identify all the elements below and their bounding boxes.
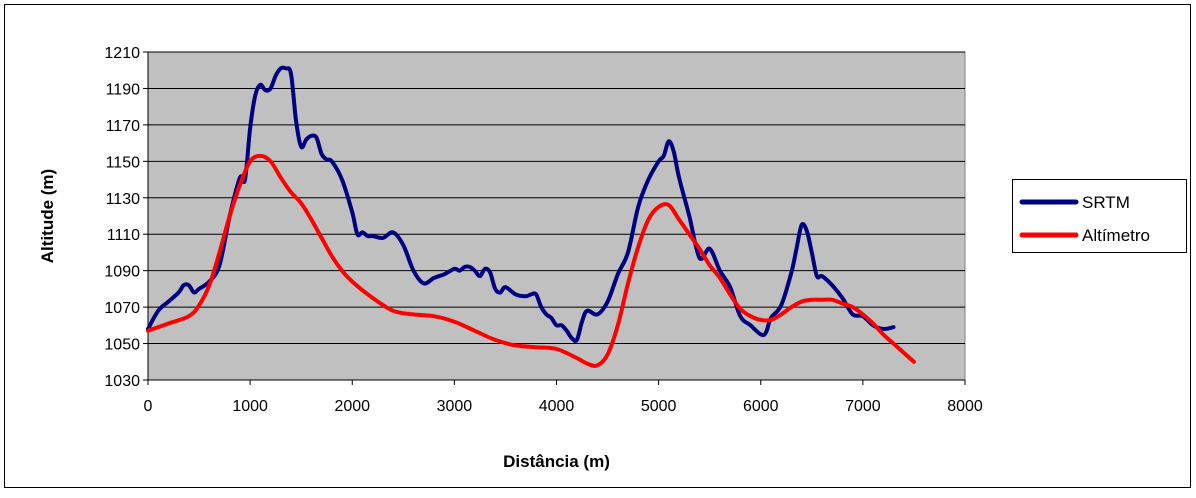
y-tick-label-1210: 1210 bbox=[104, 45, 140, 62]
y-tick-label-1130: 1130 bbox=[106, 191, 141, 208]
series-line-altimetro bbox=[146, 153, 916, 368]
y-axis-ticks: 1030 1050 1070 1090 1110 1130 1150 1170 1190 1210 bbox=[104, 45, 148, 390]
legend-label-altimetro: Altímetro bbox=[1082, 226, 1150, 245]
y-tick-label-1170: 1170 bbox=[106, 118, 141, 135]
y-tick-label-1190: 1190 bbox=[106, 81, 141, 98]
series-layer bbox=[146, 65, 916, 368]
plot-area bbox=[147, 51, 966, 381]
y-tick-label-1110: 1110 bbox=[107, 227, 140, 244]
x-axis-title: Distância (m) bbox=[503, 452, 610, 471]
x-tick-label-3000: 3000 bbox=[437, 398, 473, 415]
y-tick-label-1090: 1090 bbox=[104, 264, 140, 281]
x-tick-label-0: 0 bbox=[144, 398, 153, 415]
x-tick-label-4000: 4000 bbox=[539, 398, 575, 415]
series-line-srtm bbox=[146, 65, 896, 343]
x-tick-label-2000: 2000 bbox=[334, 398, 370, 415]
x-tick-label-7000: 7000 bbox=[845, 398, 881, 415]
legend-box bbox=[1012, 179, 1187, 253]
x-tick-label-6000: 6000 bbox=[743, 398, 779, 415]
y-tick-label-1030: 1030 bbox=[104, 373, 140, 390]
x-tick-label-1000: 1000 bbox=[232, 398, 268, 415]
y-tick-label-1050: 1050 bbox=[104, 337, 140, 354]
legend-label-srtm: SRTM bbox=[1082, 193, 1130, 212]
gridlines bbox=[148, 51, 965, 345]
legend: SRTM Altímetro bbox=[1012, 179, 1187, 253]
y-tick-label-1150: 1150 bbox=[106, 154, 141, 171]
x-axis-ticks: 0 1000 2000 3000 4000 5000 6000 7000 8000 bbox=[144, 380, 983, 415]
x-tick-label-8000: 8000 bbox=[947, 398, 983, 415]
y-tick-label-1070: 1070 bbox=[104, 300, 140, 317]
x-tick-label-5000: 5000 bbox=[641, 398, 677, 415]
y-axis-title: Altitude (m) bbox=[38, 169, 57, 263]
